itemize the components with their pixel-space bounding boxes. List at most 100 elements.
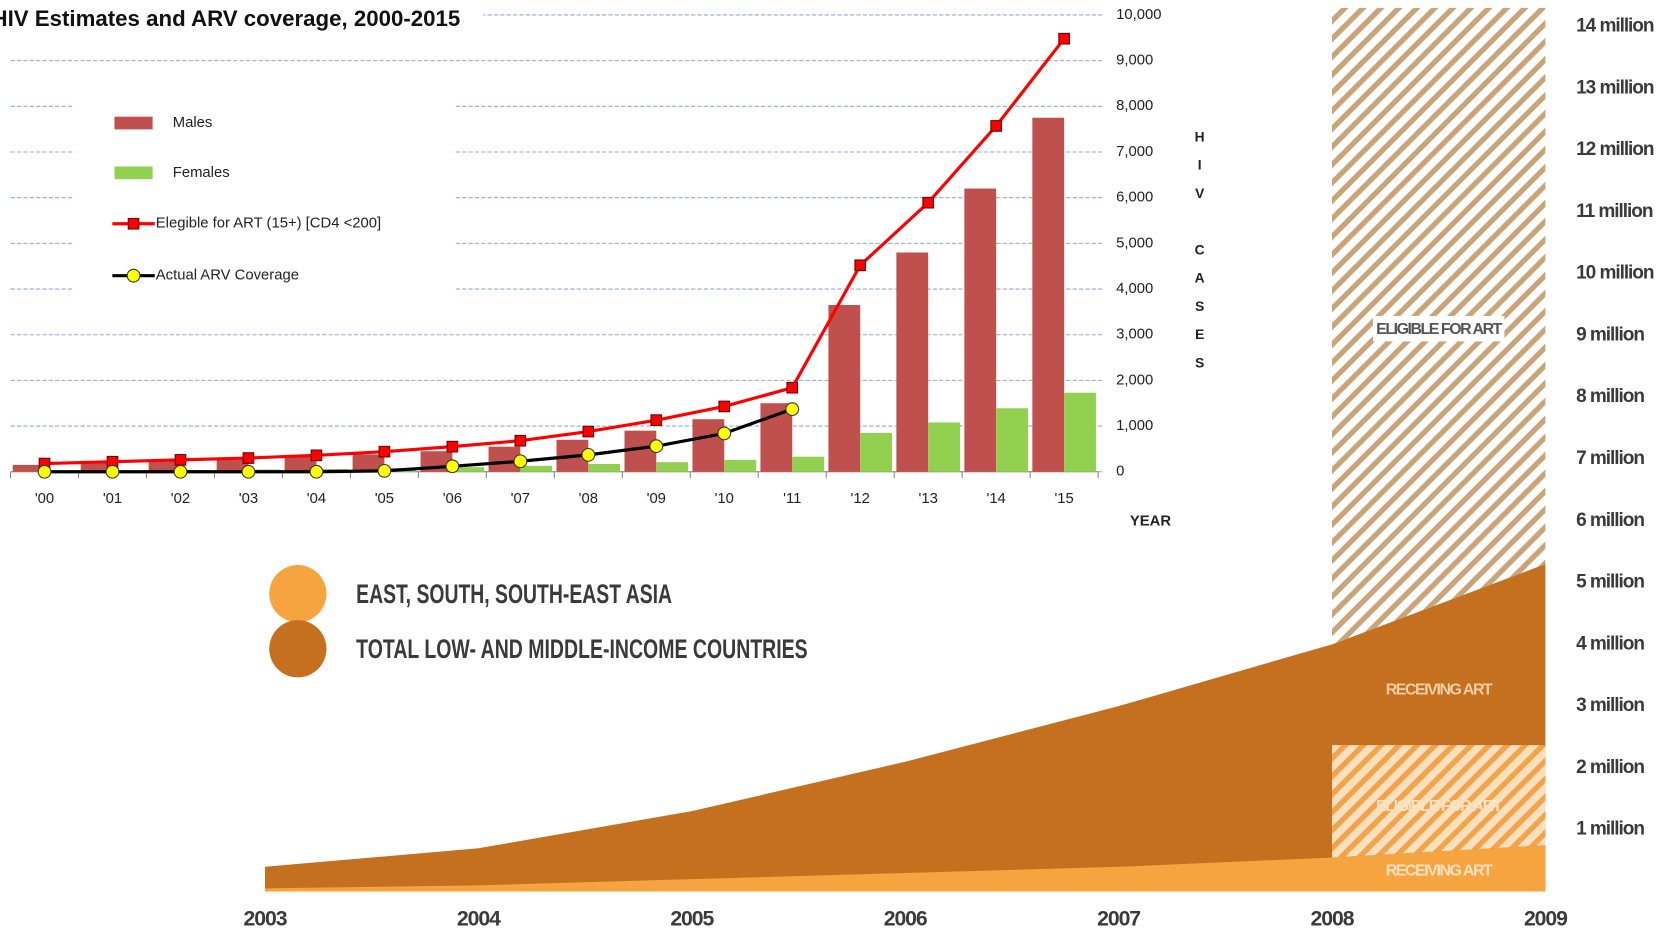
legend-label: EAST, SOUTH, SOUTH-EAST ASIA xyxy=(356,579,672,609)
y-tick-label: 14 million xyxy=(1576,16,1654,37)
bar xyxy=(692,419,725,472)
bar xyxy=(996,408,1028,472)
x-tick-label: '13 xyxy=(919,491,938,507)
y-axis-label: HIV CASES xyxy=(1192,129,1207,383)
marker xyxy=(37,464,52,479)
area xyxy=(264,564,1546,892)
bar xyxy=(828,305,861,472)
marker xyxy=(717,426,732,441)
y-tick-label: 10 million xyxy=(1576,263,1654,284)
line xyxy=(44,407,793,474)
y-tick-label: 10,000 xyxy=(1116,7,1161,23)
bar xyxy=(80,462,113,472)
bar xyxy=(928,422,960,472)
x-tick-label: 2003 xyxy=(244,908,288,931)
x-tick-label: 2004 xyxy=(457,908,501,931)
legend-background xyxy=(74,97,456,299)
legend-swatch xyxy=(114,116,153,130)
marker xyxy=(513,454,528,469)
legend-swatch xyxy=(269,565,327,623)
y-tick-label: 8 million xyxy=(1576,386,1644,407)
y-tick-label: 12 million xyxy=(1576,139,1654,160)
bar xyxy=(624,430,657,472)
legend-marker xyxy=(127,217,140,230)
x-tick-label: 2008 xyxy=(1311,908,1355,931)
bar xyxy=(792,456,825,472)
area xyxy=(264,845,1546,892)
x-tick-label: 2006 xyxy=(884,908,928,931)
annotation: RECEIVING ART xyxy=(1386,863,1493,880)
x-tick-label: '05 xyxy=(375,491,394,507)
marker xyxy=(718,400,731,413)
y-tick-label: 7,000 xyxy=(1116,144,1153,160)
annotation: ELIGIBLE FOR ART xyxy=(1376,798,1502,815)
line xyxy=(44,37,1066,466)
y-tick-label: 1,000 xyxy=(1116,418,1153,434)
eligible-box xyxy=(1332,745,1546,858)
x-tick-label: '00 xyxy=(35,491,54,507)
marker xyxy=(650,414,663,426)
marker xyxy=(649,439,664,454)
legend-label: Males xyxy=(173,115,213,131)
legend-swatch xyxy=(269,620,327,678)
x-tick-label: '08 xyxy=(579,491,598,507)
marker xyxy=(854,259,867,272)
marker xyxy=(310,449,323,462)
marker xyxy=(174,454,187,466)
annotation: RECEIVING ART xyxy=(1386,681,1493,698)
y-tick-label: 4,000 xyxy=(1116,281,1153,297)
marker xyxy=(785,402,800,417)
marker xyxy=(1058,32,1070,45)
y-tick-label: 13 million xyxy=(1576,77,1654,98)
marker xyxy=(241,464,256,479)
x-tick-label: 2007 xyxy=(1097,908,1140,931)
y-tick-label: 6,000 xyxy=(1116,190,1153,206)
marker xyxy=(173,464,188,479)
x-tick-label: '04 xyxy=(307,491,326,507)
y-tick-label: 0 xyxy=(1116,464,1124,480)
x-tick-label: '01 xyxy=(103,491,122,507)
y-tick-label: 9,000 xyxy=(1116,53,1153,69)
x-tick-label: '02 xyxy=(171,491,190,507)
y-tick-label: 9 million xyxy=(1576,324,1644,345)
x-tick-label: 2009 xyxy=(1524,908,1567,931)
marker xyxy=(105,464,120,479)
bar xyxy=(1064,392,1096,472)
x-tick-label: '14 xyxy=(986,491,1005,507)
x-tick-label: '12 xyxy=(851,491,870,507)
bar xyxy=(964,188,997,472)
marker xyxy=(514,434,527,447)
bar xyxy=(860,432,893,472)
y-tick-label: 1 million xyxy=(1576,819,1644,840)
bar xyxy=(148,460,181,472)
marker xyxy=(786,381,799,394)
legend-label: Females xyxy=(173,165,230,181)
marker xyxy=(309,464,324,479)
x-tick-label: '03 xyxy=(239,491,258,507)
x-axis-label: YEAR xyxy=(1130,514,1171,530)
legend-label: TOTAL LOW- AND MIDDLE-INCOME COUNTRIES xyxy=(356,634,808,664)
legend-marker xyxy=(126,268,141,283)
x-tick-label: '06 xyxy=(443,491,462,507)
y-tick-label: 2,000 xyxy=(1116,372,1153,388)
bar xyxy=(352,454,385,472)
y-tick-label: 4 million xyxy=(1576,633,1644,654)
y-tick-label: 2 million xyxy=(1576,757,1644,778)
x-tick-label: '15 xyxy=(1054,491,1073,507)
legend-label: Actual ARV Coverage xyxy=(156,268,299,284)
x-tick-label: '07 xyxy=(511,491,530,507)
x-tick-label: '09 xyxy=(647,491,666,507)
marker xyxy=(990,120,1002,132)
bar xyxy=(216,458,249,472)
chart-title: HIV Estimates and ARV coverage, 2000-201… xyxy=(0,6,460,31)
marker xyxy=(582,425,595,438)
bar xyxy=(284,455,317,472)
marker xyxy=(581,447,596,462)
marker xyxy=(242,452,255,464)
bar xyxy=(588,464,621,472)
bar xyxy=(656,462,689,472)
y-tick-label: 3 million xyxy=(1576,695,1644,716)
marker xyxy=(446,440,459,453)
